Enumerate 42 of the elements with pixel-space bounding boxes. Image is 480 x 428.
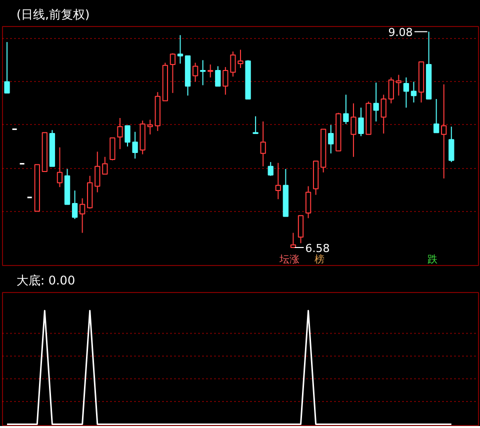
candlestick	[208, 64, 214, 78]
annotation: 跌	[428, 254, 438, 266]
candlestick	[380, 94, 386, 134]
candlestick	[252, 116, 258, 134]
candlestick	[117, 118, 123, 150]
candlestick	[170, 52, 176, 94]
candlestick	[102, 156, 108, 175]
candlestick	[110, 137, 116, 161]
candlestick	[350, 102, 356, 158]
candlestick	[441, 84, 447, 179]
candlestick	[4, 42, 10, 94]
candlestick	[260, 120, 266, 167]
candlestick	[147, 119, 153, 135]
chart-title: 大底: 0.00	[16, 274, 76, 288]
candlestick	[305, 186, 312, 219]
candlestick	[448, 126, 454, 163]
candlestick	[388, 76, 394, 104]
candlestick	[298, 215, 304, 244]
candlestick	[343, 94, 349, 125]
candlestick	[94, 151, 100, 193]
candlestick	[177, 34, 184, 64]
candlestick	[268, 162, 274, 176]
candlestick	[192, 62, 198, 82]
annotation: 6.58	[305, 242, 330, 256]
annotation: 9.08	[388, 26, 413, 40]
candlestick	[373, 82, 379, 122]
candlestick	[72, 190, 78, 220]
candlestick	[433, 98, 440, 134]
candlestick	[275, 162, 281, 200]
candlestick	[396, 74, 402, 96]
chart-title: (日线,前复权)	[16, 8, 90, 22]
candlestick	[410, 81, 417, 103]
candlestick	[80, 198, 86, 234]
candlestick	[403, 76, 410, 108]
candlestick	[358, 107, 364, 137]
candlestick	[215, 66, 221, 87]
annotation: 榜	[314, 254, 325, 266]
candlestick	[328, 124, 334, 154]
candlestick	[200, 60, 206, 86]
candlestick	[290, 232, 296, 248]
annotation: 坛涨	[278, 254, 300, 266]
candlestick	[56, 146, 63, 188]
